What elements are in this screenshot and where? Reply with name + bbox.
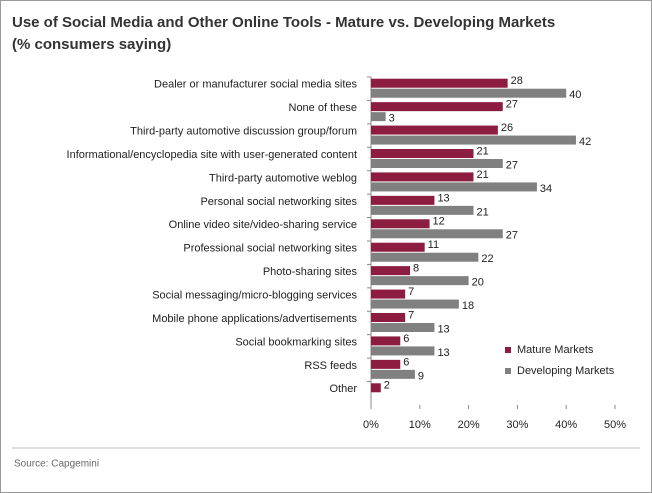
data-label: 27	[506, 159, 518, 171]
y-tick-label: Professional social networking sites	[183, 243, 357, 255]
x-tick-label: 40%	[555, 419, 577, 431]
bar	[371, 219, 430, 229]
y-tick-label: None of these	[289, 102, 358, 114]
data-label: 27	[506, 99, 518, 111]
bar	[371, 182, 537, 192]
y-tick-label: Dealer or manufacturer social media site…	[154, 79, 357, 91]
x-tick-label: 20%	[458, 419, 480, 431]
x-tick-label: 50%	[604, 419, 626, 431]
x-tick-label: 10%	[409, 419, 431, 431]
y-tick-label: Mobile phone applications/advertisements	[152, 313, 357, 325]
data-label: 11	[428, 239, 439, 251]
legend-swatch	[505, 347, 511, 353]
data-label: 3	[389, 113, 395, 125]
bar	[371, 102, 503, 112]
source: Source: Capgemini	[14, 459, 99, 470]
bar	[371, 149, 474, 158]
data-label: 2	[384, 380, 390, 392]
bar	[371, 323, 435, 332]
data-label: 13	[437, 347, 449, 359]
bar	[371, 112, 386, 122]
x-tick-label: 0%	[363, 419, 379, 431]
data-label: 21	[476, 169, 488, 181]
bar	[371, 172, 474, 182]
legend-label: Mature Markets	[517, 344, 594, 356]
data-label: 21	[476, 206, 488, 218]
bar	[371, 336, 401, 346]
data-label: 40	[569, 89, 581, 101]
x-tick-label: 30%	[506, 419, 528, 431]
data-label: 6	[403, 356, 409, 368]
chart-subtitle: (% consumers saying)	[12, 36, 171, 53]
data-label: 20	[472, 277, 484, 289]
y-tick-label: Personal social networking sites	[200, 196, 357, 208]
data-label: 9	[418, 370, 424, 382]
y-tick-label: Social bookmarking sites	[235, 336, 357, 348]
bar	[371, 159, 503, 168]
bar	[371, 289, 406, 299]
bar	[371, 78, 508, 88]
data-label: 42	[579, 136, 591, 148]
bar	[371, 125, 498, 135]
data-label: 12	[433, 216, 445, 228]
bar	[371, 276, 469, 286]
bar	[371, 346, 435, 356]
data-label: 26	[501, 122, 513, 134]
data-label: 7	[408, 309, 414, 321]
y-tick-label: Third-party automotive weblog	[209, 172, 357, 184]
bar	[371, 369, 415, 379]
y-tick-label: Third-party automotive discussion group/…	[130, 125, 357, 137]
bar	[371, 359, 401, 369]
y-tick-label: Photo-sharing sites	[263, 266, 358, 278]
data-label: 7	[408, 286, 414, 298]
chart-title: Use of Social Media and Other Online Too…	[12, 14, 555, 31]
data-label: 34	[540, 183, 552, 195]
bar	[371, 205, 474, 215]
data-label: 22	[481, 253, 493, 265]
bar	[371, 229, 503, 239]
data-label: 8	[413, 263, 419, 275]
data-label: 6	[403, 333, 409, 345]
data-label: 13	[437, 192, 449, 204]
y-tick-label: Other	[329, 383, 357, 395]
bar	[371, 135, 576, 145]
bar	[371, 313, 406, 322]
data-label: 18	[462, 300, 474, 312]
legend-label: Developing Markets	[517, 365, 615, 377]
bar	[371, 383, 381, 393]
legend-swatch	[505, 368, 511, 374]
bar	[371, 242, 425, 252]
y-tick-label: Online video site/video-sharing service	[169, 219, 357, 231]
data-label: 13	[437, 323, 449, 335]
bar	[371, 195, 435, 205]
y-tick-label: RSS feeds	[304, 360, 357, 372]
bar	[371, 266, 411, 276]
data-label: 21	[476, 145, 488, 157]
y-tick-label: Social messaging/micro-blogging services	[152, 289, 357, 301]
data-label: 27	[506, 230, 518, 242]
bar	[371, 299, 459, 309]
y-tick-label: Informational/encyclopedia site with use…	[67, 149, 357, 161]
data-label: 28	[511, 75, 523, 87]
bar	[371, 88, 567, 98]
bar	[371, 252, 479, 262]
